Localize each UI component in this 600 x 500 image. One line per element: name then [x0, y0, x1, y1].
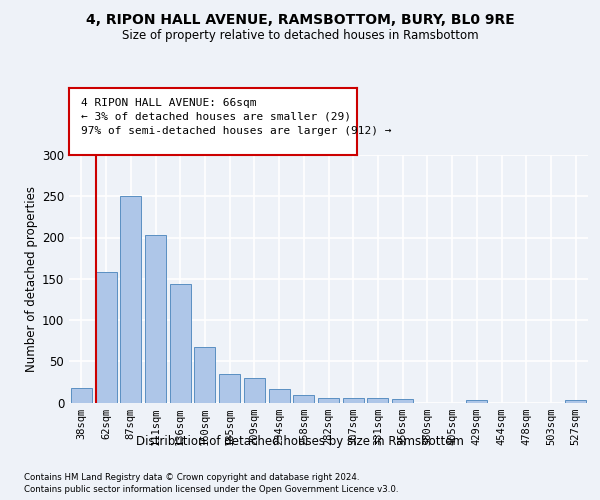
Bar: [269, 390, 290, 402]
Bar: [194, 347, 215, 403]
Y-axis label: Number of detached properties: Number of detached properties: [25, 186, 38, 372]
Text: Contains public sector information licensed under the Open Government Licence v3: Contains public sector information licen…: [24, 485, 398, 494]
Bar: [367, 398, 388, 402]
Text: 4, RIPON HALL AVENUE, RAMSBOTTOM, BURY, BL0 9RE: 4, RIPON HALL AVENUE, RAMSBOTTOM, BURY, …: [86, 12, 514, 26]
Text: Size of property relative to detached houses in Ramsbottom: Size of property relative to detached ho…: [122, 29, 478, 42]
Bar: [71, 388, 92, 402]
Bar: [170, 284, 191, 403]
Bar: [95, 272, 116, 402]
Bar: [565, 400, 586, 402]
Text: Contains HM Land Registry data © Crown copyright and database right 2024.: Contains HM Land Registry data © Crown c…: [24, 472, 359, 482]
Bar: [145, 235, 166, 402]
Bar: [392, 399, 413, 402]
Bar: [343, 398, 364, 402]
Bar: [219, 374, 240, 402]
Bar: [244, 378, 265, 402]
Bar: [318, 398, 339, 402]
Bar: [120, 196, 141, 402]
Bar: [466, 400, 487, 402]
Bar: [293, 395, 314, 402]
Text: 4 RIPON HALL AVENUE: 66sqm
← 3% of detached houses are smaller (29)
97% of semi-: 4 RIPON HALL AVENUE: 66sqm ← 3% of detac…: [80, 98, 391, 136]
Text: Distribution of detached houses by size in Ramsbottom: Distribution of detached houses by size …: [136, 435, 464, 448]
